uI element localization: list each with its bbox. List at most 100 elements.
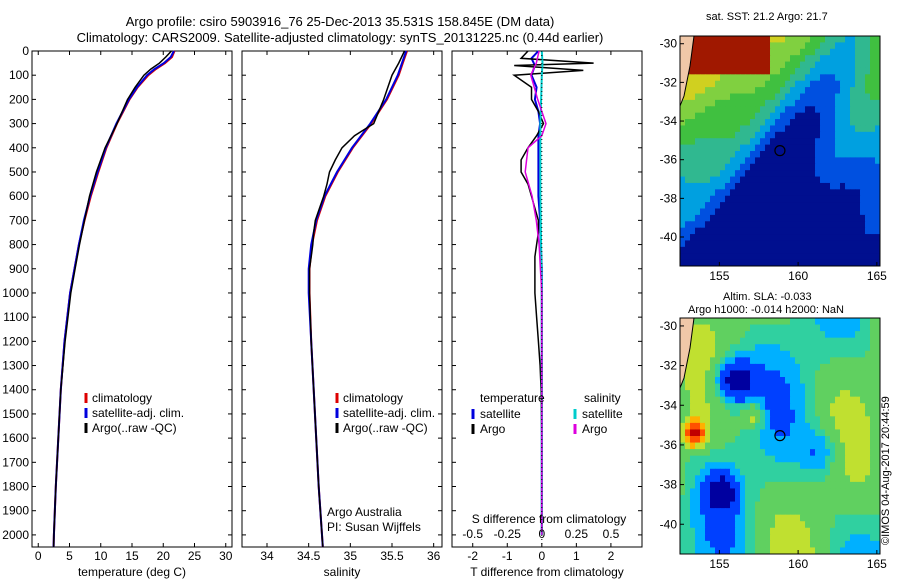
sst-map-cell [860,80,866,88]
sla-map-cell [850,508,856,516]
sla-map-cell [745,481,751,489]
sst-map: 155 160 165-30-32-34-36-38-40 [660,35,887,283]
sst-map-cell [770,202,776,209]
sst-map-cell [750,221,756,229]
sla-map-cell [690,383,696,391]
diff-chart: -2 -1 0 1 2T difference from climatology-0.5… [451,50,643,579]
sla-map-cell [735,547,741,555]
sst-map-cell [730,253,736,261]
sla-map-cell [860,475,866,483]
sla-map-cell [720,468,726,476]
sla-map-cell [735,409,741,417]
sla-map-cell [775,318,781,326]
sla-map-cell [810,396,816,404]
sla-map-cell [850,514,856,522]
sst-map-cell [860,36,866,43]
sst-map-cell [735,42,741,50]
sla-map-cell [725,409,731,417]
sla-map-xtick-label: 155 [709,557,729,571]
sla-map-cell [710,390,716,398]
sla-map-cell [715,527,721,535]
sla-map-cell [870,377,876,385]
sla-map-cell [800,390,806,398]
sla-map-cell [865,442,871,450]
sst-map-cell [720,189,726,197]
sst-map-cell [690,253,696,261]
sst-map-cell [860,99,866,107]
sla-map-cell [865,455,871,463]
sla-map-cell [845,422,851,430]
sst-map-cell [740,99,746,107]
sst-map-cell [770,182,776,190]
sla-map-cell [765,436,771,444]
sla-map-cell [780,396,786,404]
sla-map-cell [860,409,866,417]
temp-xtick-label: 5 [66,549,73,563]
sla-map-cell [820,390,826,398]
sst-map-cell [865,221,871,229]
sla-map-cell [710,344,716,352]
sla-map-cell [730,377,736,385]
sla-map-cell [735,442,741,450]
sla-map-cell [855,508,861,516]
sst-map-cell [810,189,816,197]
sst-map-cell [850,234,856,241]
sla-map-cell [875,481,881,489]
sla-map-cell [710,416,716,424]
sla-map-cell [740,363,746,371]
sla-map-cell [735,521,741,529]
sla-map-cell [700,390,706,398]
sst-map-cell [760,119,766,126]
depth-tick-label: 1400 [2,383,29,397]
sla-map-cell [695,521,701,529]
sst-map-cell [725,157,731,165]
sst-map-cell [855,195,861,203]
sst-map-ytick-label: -36 [660,153,678,167]
sla-map-cell [700,442,706,450]
sst-map-cell [830,182,836,190]
sla-map-cell [800,442,806,450]
sst-map-cell [800,125,806,133]
sla-map-cell [815,344,821,352]
sla-map-cell [695,350,701,358]
sst-map-cell [680,189,686,197]
sst-map-cell [810,80,816,88]
sst-map-cell [800,99,806,107]
sst-map-cell [780,189,786,197]
sla-map-cell [835,462,841,470]
sst-map-cell [720,253,726,261]
sla-map-cell [790,403,796,411]
sla-map-cell [820,442,826,450]
sst-map-cell [690,157,696,165]
sla-map-cell [770,337,776,345]
sst-map-cell [740,138,746,146]
sst-map-cell [770,234,776,241]
sst-map-cell [785,214,791,222]
sla-map-cell [845,409,851,417]
sst-map-cell [775,246,781,254]
sla-map-cell [870,416,876,424]
sla-map-cell [755,455,761,463]
sla-map-cell [860,527,866,535]
sla-map-cell [735,540,741,548]
sst-map-cell [720,234,726,241]
sla-map-cell [825,422,831,430]
sla-map-cell [725,501,731,509]
sla-map-cell [685,495,691,503]
sla-map-cell [865,527,871,535]
sla-map-cell [685,383,691,391]
sla-map-cell [775,377,781,385]
sst-map-cell [820,87,826,94]
sst-map-cell [705,87,711,94]
sst-map-cell [850,221,856,229]
sst-map-cell [760,48,766,56]
imos-timestamp: ©IMOS 04-Aug-2017 20:44:59 [880,396,892,545]
sst-map-cell [825,202,831,209]
sla-map-cell [855,403,861,411]
sst-map-cell [755,99,761,107]
sst-map-cell [710,80,716,88]
sla-map-cell [735,481,741,489]
sst-map-cell [875,42,881,50]
sst-map-cell [810,42,816,50]
sla-map-cell [685,436,691,444]
